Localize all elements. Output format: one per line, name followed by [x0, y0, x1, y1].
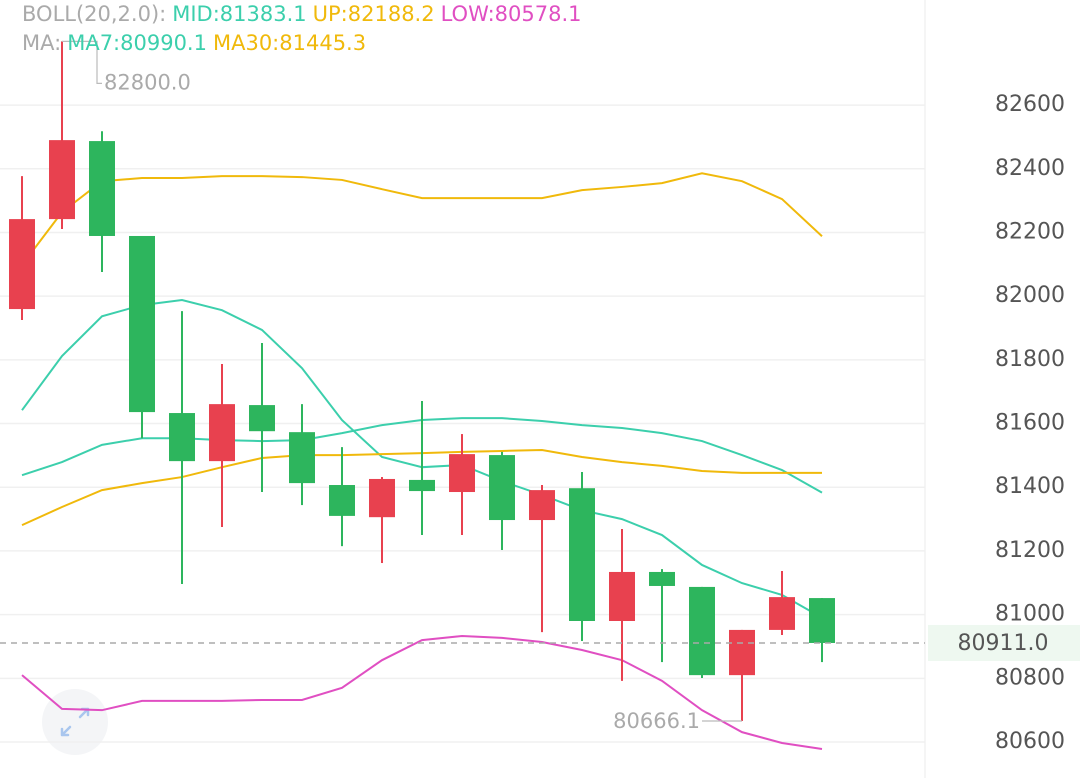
- candle-body: [49, 140, 75, 220]
- y-tick-label: 80600: [995, 729, 1065, 754]
- candle-body: [689, 586, 715, 676]
- candle-body: [169, 413, 195, 462]
- y-tick-label: 82200: [995, 219, 1065, 244]
- annotation-leader: [62, 40, 102, 84]
- y-tick-label: 81800: [995, 347, 1065, 372]
- legend-entry: MA:: [22, 31, 61, 55]
- legend-entry: UP:82188.2: [313, 2, 435, 26]
- candle-body: [449, 454, 475, 493]
- candle-body: [9, 219, 35, 310]
- candle-body: [249, 405, 275, 432]
- candle-body: [489, 455, 515, 521]
- y-tick-label: 82400: [995, 156, 1065, 181]
- y-tick-label: 81600: [995, 411, 1065, 436]
- expand-circle[interactable]: [42, 689, 108, 755]
- y-tick-label: 81200: [995, 538, 1065, 563]
- last-price-box: [928, 624, 1080, 661]
- indicator-line: [21, 634, 823, 750]
- candle-body: [289, 432, 315, 484]
- y-tick-label: 81000: [995, 602, 1065, 627]
- candle-body: [329, 485, 355, 516]
- candle-body: [529, 490, 555, 521]
- candle-body: [89, 141, 115, 236]
- candle-body: [209, 404, 235, 462]
- candle-body: [129, 235, 155, 413]
- indicator-line: [21, 172, 823, 266]
- legend-entry: LOW:80578.1: [441, 2, 582, 26]
- y-tick-label: 81400: [995, 474, 1065, 499]
- candle-body: [809, 598, 835, 643]
- candle-body: [369, 478, 395, 518]
- expand-button[interactable]: [42, 689, 108, 755]
- annotation-label: 82800.0: [104, 70, 191, 94]
- expand-icon[interactable]: [60, 707, 90, 737]
- legend-entry: MA30:81445.3: [213, 31, 366, 55]
- legend-entry: BOLL(20,2.0):: [22, 2, 166, 26]
- candle-body: [649, 571, 675, 586]
- candle-body: [569, 488, 595, 621]
- y-tick-label: 80800: [995, 665, 1065, 690]
- y-tick-label: 82600: [995, 92, 1065, 117]
- legend-entry: MA7:80990.1: [67, 31, 207, 55]
- annotation-label: 80666.1: [613, 709, 700, 733]
- candle-body: [769, 597, 795, 630]
- y-tick-label: 82000: [995, 283, 1065, 308]
- candles: [9, 41, 835, 721]
- legend-entry: MID:81383.1: [172, 2, 306, 26]
- candle-body: [729, 629, 755, 676]
- candle-body: [609, 571, 635, 621]
- last-price-label: 80911.0: [958, 631, 1049, 656]
- candle-body: [409, 479, 435, 492]
